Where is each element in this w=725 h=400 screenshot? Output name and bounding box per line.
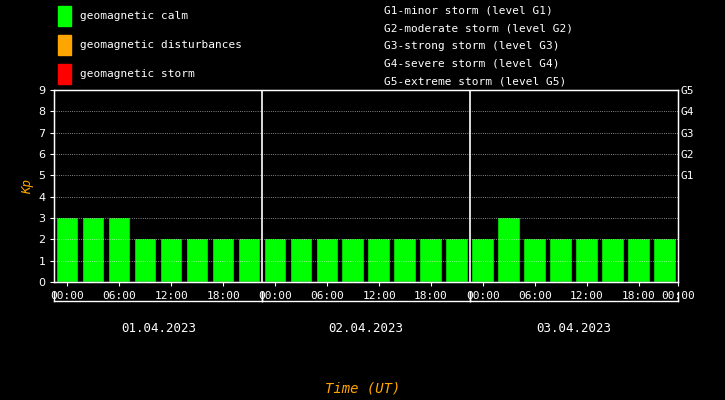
- Text: geomagnetic storm: geomagnetic storm: [80, 69, 194, 79]
- Bar: [83, 218, 104, 282]
- Bar: [58, 6, 71, 26]
- Text: 03.04.2023: 03.04.2023: [536, 322, 611, 335]
- Bar: [135, 239, 156, 282]
- Text: Time (UT): Time (UT): [325, 381, 400, 395]
- Text: geomagnetic disturbances: geomagnetic disturbances: [80, 40, 241, 50]
- Bar: [524, 239, 546, 282]
- Text: 02.04.2023: 02.04.2023: [328, 322, 404, 335]
- Bar: [239, 239, 260, 282]
- Bar: [58, 35, 71, 55]
- Bar: [576, 239, 597, 282]
- Bar: [212, 239, 234, 282]
- Bar: [109, 218, 130, 282]
- Text: 01.04.2023: 01.04.2023: [121, 322, 196, 335]
- Bar: [394, 239, 415, 282]
- Y-axis label: Kp: Kp: [21, 178, 34, 194]
- Bar: [265, 239, 286, 282]
- Bar: [186, 239, 208, 282]
- Bar: [602, 239, 624, 282]
- Text: G4-severe storm (level G4): G4-severe storm (level G4): [384, 58, 560, 68]
- Bar: [58, 64, 71, 84]
- Bar: [654, 239, 676, 282]
- Bar: [57, 218, 78, 282]
- Bar: [291, 239, 312, 282]
- Bar: [498, 218, 520, 282]
- Bar: [629, 239, 650, 282]
- Bar: [420, 239, 442, 282]
- Bar: [317, 239, 338, 282]
- Bar: [368, 239, 390, 282]
- Text: G3-strong storm (level G3): G3-strong storm (level G3): [384, 41, 560, 51]
- Bar: [161, 239, 182, 282]
- Bar: [342, 239, 364, 282]
- Bar: [550, 239, 571, 282]
- Text: G5-extreme storm (level G5): G5-extreme storm (level G5): [384, 76, 566, 86]
- Text: G2-moderate storm (level G2): G2-moderate storm (level G2): [384, 23, 573, 33]
- Bar: [447, 239, 468, 282]
- Text: G1-minor storm (level G1): G1-minor storm (level G1): [384, 6, 553, 16]
- Bar: [473, 239, 494, 282]
- Text: geomagnetic calm: geomagnetic calm: [80, 11, 188, 21]
